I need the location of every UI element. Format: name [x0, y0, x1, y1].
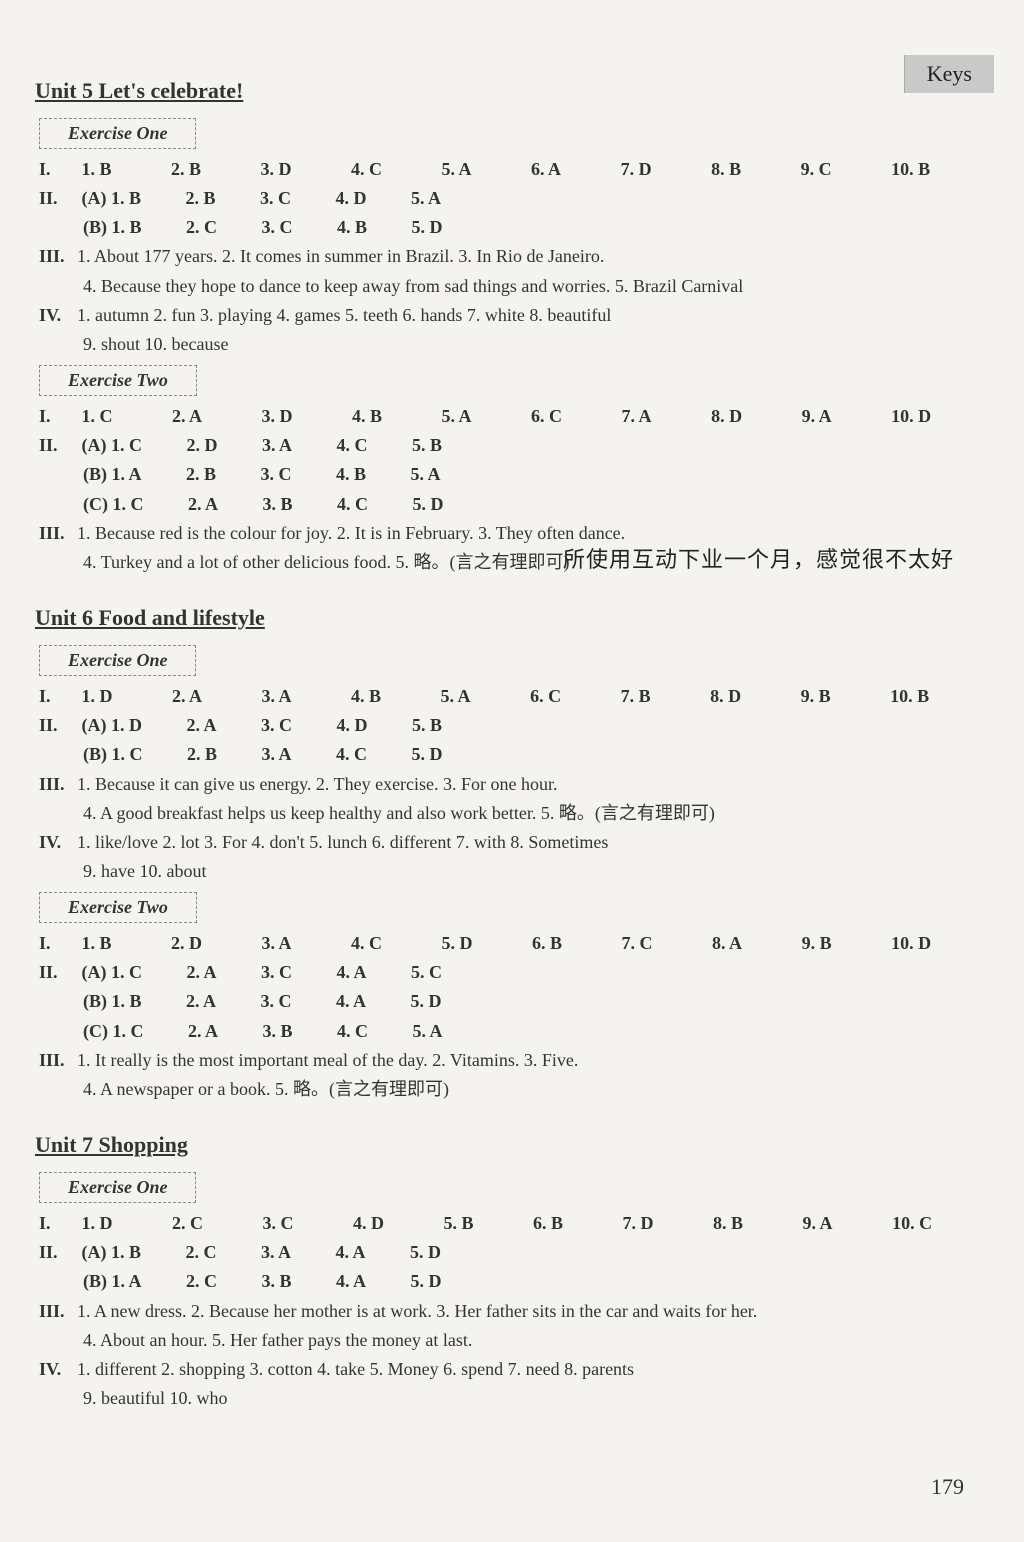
- u5-ex2-label: Exercise Two: [39, 365, 197, 396]
- u7-ex1-IIB: (B) 1. A 2. C 3. B 4. A 5. D: [83, 1267, 994, 1296]
- u6-ex1-IVb: 9. have 10. about: [83, 857, 994, 886]
- u7-ex1-label: Exercise One: [39, 1172, 196, 1203]
- u7-ex1-III: III.1. A new dress. 2. Because her mothe…: [39, 1297, 994, 1326]
- u5-ex1-IVb: 9. shout 10. because: [83, 330, 994, 359]
- u6-ex1-I: I. 1. D 2. A 3. A 4. B 5. A 6. C 7. B 8.…: [39, 682, 994, 711]
- u5-ex1-IIA: II. (A) 1. B 2. B 3. C 4. D 5. A: [39, 184, 994, 213]
- u6-ex2-IIC: (C) 1. C 2. A 3. B 4. C 5. A: [83, 1017, 994, 1046]
- u6-ex2-IIA: II. (A) 1. C 2. A 3. C 4. A 5. C: [39, 958, 994, 987]
- u6-ex1-label: Exercise One: [39, 645, 196, 676]
- u5-ex1-IIB: (B) 1. B 2. C 3. C 4. B 5. D: [83, 213, 994, 242]
- u6-ex1-IIB: (B) 1. C 2. B 3. A 4. C 5. D: [83, 740, 994, 769]
- u7-ex1-IVb: 9. beautiful 10. who: [83, 1384, 994, 1413]
- u6-ex1-III: III.1. Because it can give us energy. 2.…: [39, 770, 994, 799]
- u7-ex1-IV: IV.1. different 2. shopping 3. cotton 4.…: [39, 1355, 994, 1384]
- u6-ex2-I: I. 1. B 2. D 3. A 4. C 5. D 6. B 7. C 8.…: [39, 929, 994, 958]
- u5-ex1-I: I. 1. B 2. B 3. D 4. C 5. A 6. A 7. D 8.…: [39, 155, 994, 184]
- u7-ex1-IIIb: 4. About an hour. 5. Her father pays the…: [83, 1326, 994, 1355]
- u7-ex1-IIA: II. (A) 1. B 2. C 3. A 4. A 5. D: [39, 1238, 994, 1267]
- u6-ex2-III: III.1. It really is the most important m…: [39, 1046, 994, 1075]
- u5-ex2-IIA: II. (A) 1. C 2. D 3. A 4. C 5. B: [39, 431, 994, 460]
- u6-ex1-IIA: II. (A) 1. D 2. A 3. C 4. D 5. B: [39, 711, 994, 740]
- handwriting-note: 所使用互动下业一个月，感觉很不太好: [563, 542, 954, 574]
- u5-ex2-I: I. 1. C 2. A 3. D 4. B 5. A 6. C 7. A 8.…: [39, 402, 994, 431]
- u5-ex1-IV: IV.1. autumn 2. fun 3. playing 4. games …: [39, 301, 994, 330]
- u7-ex1-I: I. 1. D 2. C 3. C 4. D 5. B 6. B 7. D 8.…: [39, 1209, 994, 1238]
- u5-ex1-III: III.1. About 177 years. 2. It comes in s…: [39, 242, 994, 271]
- u6-ex2-IIIb: 4. A newspaper or a book. 5. 略。(言之有理即可): [83, 1075, 994, 1104]
- unit5-title: Unit 5 Let's celebrate!: [35, 78, 994, 104]
- u6-ex1-IIIb: 4. A good breakfast helps us keep health…: [83, 799, 994, 828]
- page-number: 179: [931, 1474, 964, 1500]
- u5-ex2-IIB: (B) 1. A 2. B 3. C 4. B 5. A: [83, 460, 994, 489]
- u5-ex1-label: Exercise One: [39, 118, 196, 149]
- u5-ex2-IIC: (C) 1. C 2. A 3. B 4. C 5. D: [83, 490, 994, 519]
- unit7-title: Unit 7 Shopping: [35, 1132, 994, 1158]
- keys-tab: Keys: [904, 55, 994, 93]
- unit6-title: Unit 6 Food and lifestyle: [35, 605, 994, 631]
- u5-ex1-IIIb: 4. Because they hope to dance to keep aw…: [83, 272, 994, 301]
- u6-ex2-label: Exercise Two: [39, 892, 197, 923]
- u6-ex1-IV: IV.1. like/love 2. lot 3. For 4. don't 5…: [39, 828, 994, 857]
- u6-ex2-IIB: (B) 1. B 2. A 3. C 4. A 5. D: [83, 987, 994, 1016]
